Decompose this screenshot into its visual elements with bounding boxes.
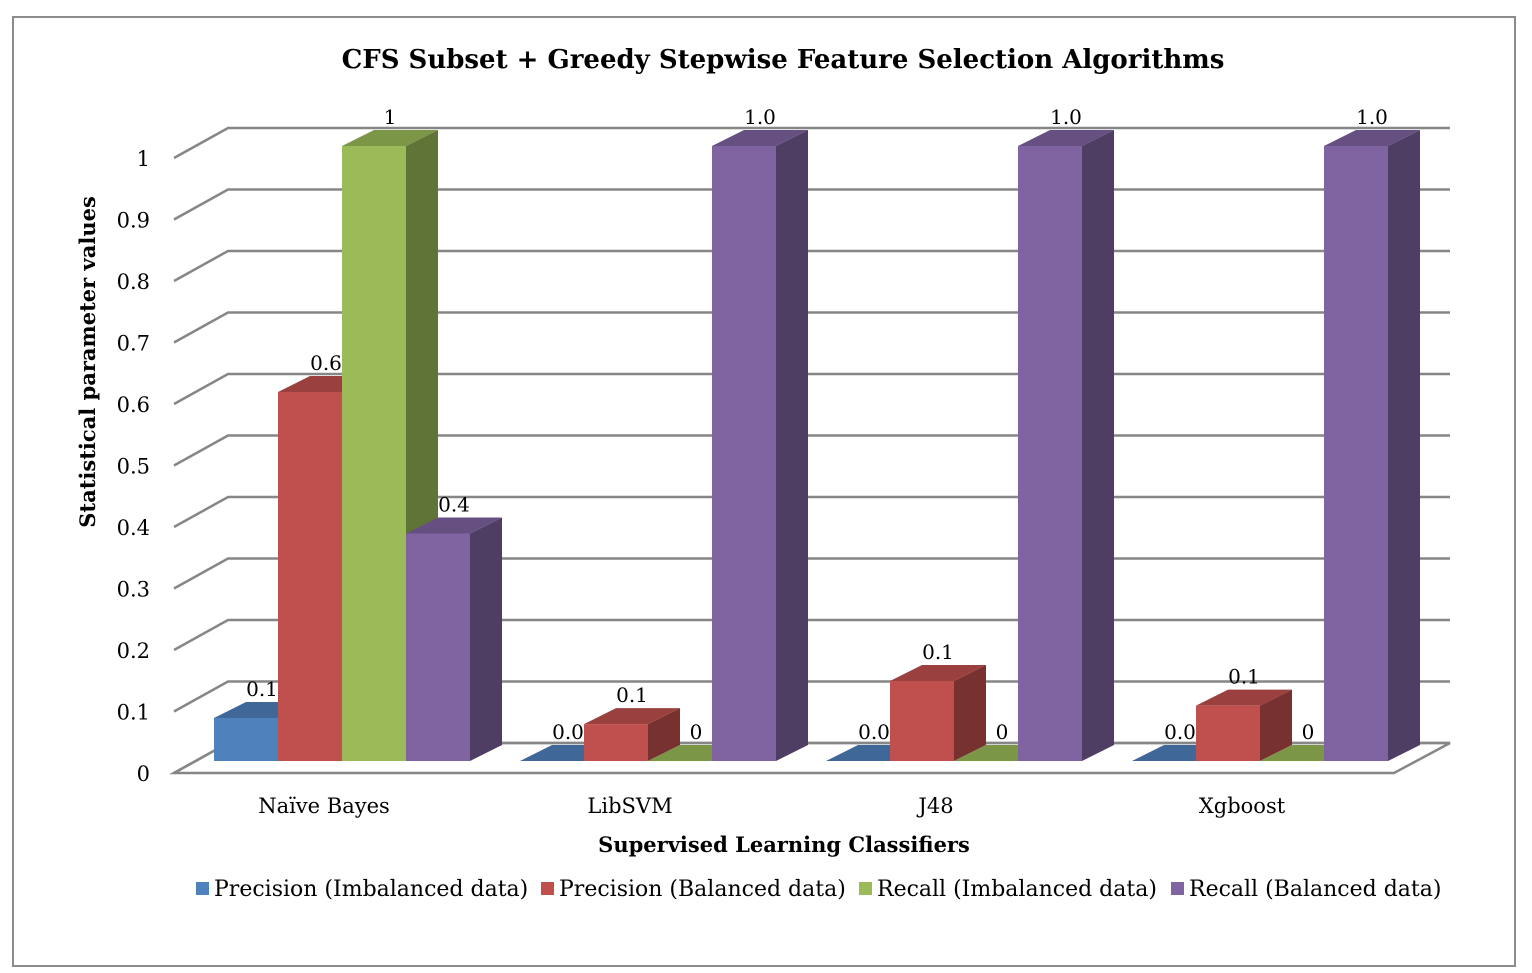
y-tick-label: 0.7 xyxy=(117,332,150,356)
data-label: 0.4 xyxy=(438,492,470,516)
category-label: LibSVM xyxy=(587,794,672,818)
bar-side xyxy=(470,517,502,761)
bar-top xyxy=(1018,130,1114,146)
legend: Precision (Imbalanced data) Precision (Ba… xyxy=(196,877,1441,902)
bar-top xyxy=(342,130,438,146)
data-label: 0 xyxy=(996,720,1009,744)
y-tick-label: 0.5 xyxy=(117,455,150,479)
y-tick-label: 0.1 xyxy=(117,701,150,725)
bar-front xyxy=(1196,705,1260,761)
y-tick-label: 0.4 xyxy=(117,516,150,540)
bar-side xyxy=(1388,130,1420,761)
bar-side xyxy=(1260,689,1292,761)
bar xyxy=(890,665,986,761)
legend-swatch xyxy=(1171,882,1184,895)
category-labels: Naïve Bayes LibSVM J48 Xgboost xyxy=(258,794,1286,818)
bar-top xyxy=(1196,689,1292,706)
data-label: 0 xyxy=(1302,720,1315,744)
bar-front xyxy=(214,717,278,761)
bar xyxy=(584,708,680,761)
bar xyxy=(1196,689,1292,761)
legend-label: Precision (Balanced data) xyxy=(559,877,846,902)
legend-swatch xyxy=(196,882,209,895)
data-label: 0.0 xyxy=(858,720,890,744)
bar-top xyxy=(584,708,680,725)
bar-top xyxy=(890,665,986,682)
bar-front xyxy=(278,392,342,761)
y-tick-labels: 0 0.1 0.2 0.3 0.4 0.5 0.6 0.7 0.8 0.9 1 xyxy=(117,147,150,786)
bar-front xyxy=(712,146,776,761)
chart-title: CFS Subset + Greedy Stepwise Feature Sel… xyxy=(342,45,1225,75)
y-tick-label: 0.9 xyxy=(117,209,150,233)
data-label: 1.0 xyxy=(744,105,776,129)
legend-item: Recall (Imbalanced data) xyxy=(859,877,1157,902)
data-label: 0 xyxy=(690,720,703,744)
data-label: 1 xyxy=(384,105,397,129)
bar-front xyxy=(1324,146,1388,761)
category-label: J48 xyxy=(916,794,953,818)
legend-item: Precision (Balanced data) xyxy=(541,877,846,902)
y-tick-label: 0 xyxy=(137,762,150,786)
chart-floor xyxy=(169,741,1451,775)
bar-front xyxy=(1018,146,1082,761)
data-label: 0.1 xyxy=(616,683,648,707)
bar xyxy=(406,517,502,761)
data-label: 1.0 xyxy=(1050,105,1082,129)
legend-swatch xyxy=(541,882,554,895)
legend-item: Precision (Imbalanced data) xyxy=(196,877,528,902)
legend-swatch xyxy=(859,882,872,895)
bar xyxy=(1018,130,1114,761)
bar-front xyxy=(342,146,406,761)
data-labels: 0.1 0.6 1 0.4 0.0 0.1 0 1.0 0.0 0.1 0 1.0 0.0 0.1 0 1.0 xyxy=(246,105,1388,744)
data-label: 0.1 xyxy=(246,677,278,701)
bar-front xyxy=(890,681,954,761)
data-label: 0.1 xyxy=(922,640,954,664)
legend-label: Precision (Imbalanced data) xyxy=(214,877,528,902)
bar-top xyxy=(712,130,808,146)
y-axis-title: Statistical parameter values xyxy=(75,196,100,528)
data-label: 0.0 xyxy=(552,720,584,744)
y-tick-label: 0.3 xyxy=(117,578,150,602)
bar xyxy=(712,130,808,761)
y-tick-label: 1 xyxy=(137,147,150,171)
bar-front xyxy=(584,724,648,761)
x-axis-title: Supervised Learning Classifiers xyxy=(598,832,970,857)
bar-layer xyxy=(214,130,1420,761)
bar xyxy=(1324,130,1420,761)
bar-side xyxy=(954,665,986,761)
data-label: 1.0 xyxy=(1356,105,1388,129)
data-label: 0.0 xyxy=(1164,720,1196,744)
y-tick-label: 0.6 xyxy=(117,393,150,417)
bar-top xyxy=(406,517,502,534)
legend-label: Recall (Balanced data) xyxy=(1189,877,1441,902)
bar-side xyxy=(1082,130,1114,761)
bar-side xyxy=(776,130,808,761)
y-tick-label: 0.8 xyxy=(117,270,150,294)
data-label: 0.6 xyxy=(310,351,342,375)
bar-top xyxy=(1324,130,1420,146)
legend-item: Recall (Balanced data) xyxy=(1171,877,1441,902)
y-tick-label: 0.2 xyxy=(117,639,150,663)
bar-side xyxy=(648,708,680,761)
category-label: Naïve Bayes xyxy=(258,794,390,818)
bar-front xyxy=(406,533,470,761)
legend-label: Recall (Imbalanced data) xyxy=(877,877,1157,902)
category-label: Xgboost xyxy=(1199,794,1286,818)
data-label: 0.1 xyxy=(1228,665,1260,689)
gridline-10 xyxy=(173,126,1450,160)
